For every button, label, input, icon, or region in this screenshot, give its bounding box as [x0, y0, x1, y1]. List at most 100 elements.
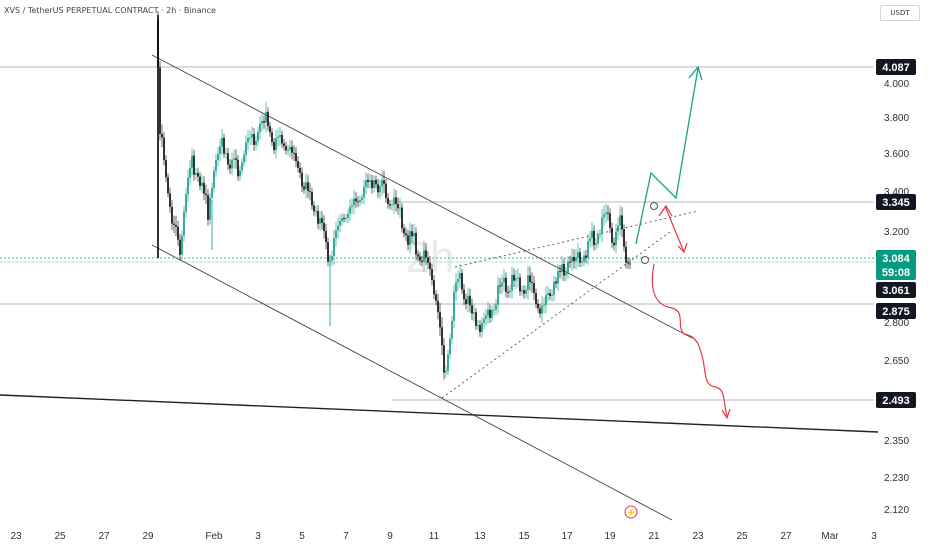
- candle-body: [211, 188, 213, 198]
- candle-body: [613, 242, 615, 246]
- candle-body: [481, 322, 483, 332]
- candle-body: [297, 161, 299, 168]
- bullish-path: [635, 67, 699, 245]
- price-axis[interactable]: 4.000 3.800 3.600 3.400 3.200 2.800 2.650 2.350…: [884, 79, 909, 516]
- candle-body: [499, 285, 501, 287]
- candle-body: [433, 280, 435, 295]
- candle-body: [555, 281, 557, 284]
- price-badge-bg: [876, 282, 916, 298]
- candle-body: [313, 205, 315, 212]
- channel-lower: [151, 244, 673, 521]
- price-tick: 3.400: [884, 187, 909, 198]
- date-tick: 13: [474, 531, 486, 542]
- candle-body: [585, 255, 587, 258]
- candle-body: [355, 198, 357, 202]
- date-tick: 23: [10, 531, 22, 542]
- candle-body: [261, 121, 263, 124]
- candle-body: [227, 153, 229, 165]
- candle-body: [399, 207, 401, 209]
- candle-body: [371, 180, 373, 188]
- price-badge-bg: [876, 303, 916, 319]
- candle-body: [301, 172, 303, 187]
- candle-body: [187, 177, 189, 195]
- candle-body: [565, 273, 567, 276]
- candle-body: [517, 277, 519, 279]
- candle-body: [367, 180, 369, 182]
- date-tick: Mar: [821, 531, 839, 542]
- candle-body: [241, 162, 243, 171]
- candle-body: [207, 195, 209, 220]
- candle-body: [175, 224, 177, 227]
- candle-body: [331, 255, 333, 261]
- candle-body: [381, 180, 383, 187]
- candle-body: [323, 222, 325, 231]
- candle-body: [421, 260, 423, 262]
- candle-body: [475, 312, 477, 326]
- candle-body: [589, 238, 591, 242]
- date-tick: 29: [142, 531, 154, 542]
- candle-body: [255, 141, 257, 145]
- candle-body: [201, 182, 203, 186]
- candle-body: [557, 271, 559, 284]
- candle-body: [447, 354, 449, 371]
- date-tick: 7: [343, 531, 349, 542]
- candle-body: [419, 256, 421, 261]
- candle-body: [281, 135, 283, 144]
- candle-body: [561, 264, 563, 273]
- candle-body: [327, 242, 329, 262]
- candle-body: [369, 180, 371, 182]
- candle-body: [435, 294, 437, 301]
- candle-body: [623, 229, 625, 247]
- candle-body: [453, 291, 455, 321]
- candle-body: [169, 193, 171, 207]
- candle-body: [445, 370, 447, 373]
- price-badge-bg: [876, 392, 916, 408]
- candle-body: [483, 319, 485, 323]
- candle-body: [183, 211, 185, 236]
- time-axis[interactable]: 23 25 27 29 Feb 3 5 7 9 11 13 15 17 19 21 23 25 27 Mar 3: [10, 531, 877, 542]
- date-tick: 9: [387, 531, 393, 542]
- candle-body: [385, 183, 387, 198]
- candle-body: [307, 182, 309, 192]
- candle-body: [263, 121, 265, 123]
- candle-body: [603, 214, 605, 218]
- candle-body: [321, 218, 323, 223]
- candle-body: [243, 154, 245, 163]
- currency-selector[interactable]: USDT: [880, 5, 920, 21]
- candle-body: [593, 230, 595, 246]
- candlestick-series: [157, 11, 631, 380]
- bearish-short-path: [664, 205, 685, 253]
- candle-body: [299, 167, 301, 173]
- candle-body: [429, 262, 431, 270]
- candle-body: [181, 235, 183, 255]
- candle-body: [531, 282, 533, 284]
- candle-body: [165, 160, 167, 178]
- flash-glyph: ⚡: [626, 507, 636, 517]
- candle-body: [225, 153, 227, 155]
- candle-body: [533, 283, 535, 294]
- candle-body: [559, 271, 561, 273]
- price-badge-bg: [876, 250, 916, 266]
- candle-body: [513, 274, 515, 281]
- candle-body: [441, 327, 443, 346]
- price-badge: 2.875: [882, 306, 910, 318]
- candle-body: [449, 338, 451, 355]
- candle-body: [221, 137, 223, 147]
- candle-body: [611, 227, 613, 243]
- candle-body: [235, 158, 237, 160]
- candle-body: [205, 193, 207, 196]
- candle-body: [459, 273, 461, 280]
- candle-body: [215, 159, 217, 171]
- date-tick: 3: [871, 531, 877, 542]
- candle-body: [437, 300, 439, 313]
- candle-body: [463, 289, 465, 300]
- candle-body: [553, 281, 555, 295]
- candle-body: [543, 304, 545, 306]
- price-tick: 3.800: [884, 113, 909, 124]
- date-tick: 27: [780, 531, 792, 542]
- candle-body: [397, 204, 399, 209]
- candle-body: [379, 186, 381, 193]
- candle-body: [473, 312, 475, 314]
- triangle-upper: [454, 210, 699, 268]
